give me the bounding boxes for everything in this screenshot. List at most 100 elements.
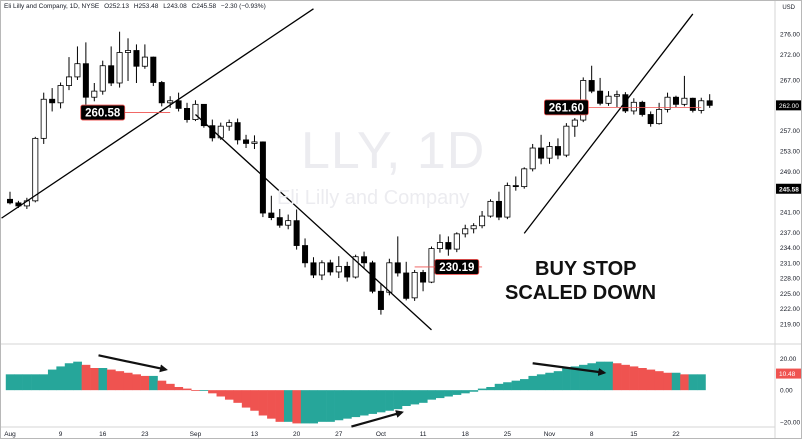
candle-body bbox=[57, 85, 64, 104]
legend-close: C245.58 bbox=[191, 3, 217, 10]
histogram-bar bbox=[536, 374, 546, 391]
price-tick-label: 234.00 bbox=[780, 245, 800, 252]
annotation-arrow bbox=[351, 410, 404, 428]
last-price-badge bbox=[776, 183, 801, 194]
histogram-bar bbox=[14, 374, 23, 391]
osc-tick-label: 20.00 bbox=[780, 356, 797, 363]
candle-body bbox=[689, 97, 696, 111]
histogram-bar bbox=[604, 361, 614, 391]
candle-body bbox=[656, 109, 663, 125]
candle-body bbox=[234, 122, 241, 141]
histogram-bar bbox=[638, 368, 647, 391]
candle-body bbox=[554, 146, 561, 156]
histogram-bar bbox=[208, 390, 217, 394]
histogram-bar bbox=[90, 368, 99, 391]
legend-header: Eli Lilly and Company, 1D, NYSE O252.13 … bbox=[4, 3, 266, 10]
histogram-bar bbox=[283, 390, 293, 422]
candle-body bbox=[276, 217, 283, 226]
time-tick-label: 15 bbox=[630, 431, 638, 438]
candle-body bbox=[302, 245, 309, 264]
price-tick-label: 231.00 bbox=[780, 260, 800, 267]
histogram-bar bbox=[520, 379, 529, 391]
candle-body bbox=[318, 262, 325, 276]
histogram-bar bbox=[494, 383, 504, 391]
histogram-bar bbox=[410, 390, 420, 405]
histogram-bar bbox=[595, 361, 605, 391]
histogram-bar bbox=[216, 390, 226, 397]
price-tick-label: 219.00 bbox=[780, 321, 800, 328]
trendline bbox=[523, 13, 694, 234]
time-tick-label: 20 bbox=[293, 431, 301, 438]
histogram-bar bbox=[461, 390, 470, 394]
histogram-bar bbox=[317, 390, 327, 422]
histogram-bar bbox=[646, 369, 656, 391]
legend-change: −2.30 (−0.93%) bbox=[220, 3, 266, 10]
histogram-bar bbox=[250, 390, 259, 411]
histogram-bar bbox=[444, 390, 453, 397]
histogram-bar bbox=[123, 372, 133, 391]
histogram-bar bbox=[688, 374, 698, 391]
candle-body bbox=[192, 103, 199, 120]
axis-price-badge-text: 262.00 bbox=[779, 103, 799, 110]
time-tick-label: 16 bbox=[99, 431, 107, 438]
candle-body bbox=[546, 146, 553, 159]
candle-body bbox=[293, 220, 300, 246]
candle-body bbox=[538, 147, 545, 159]
candle-body bbox=[639, 101, 646, 115]
histogram-bar bbox=[267, 390, 276, 419]
annotation-arrow bbox=[532, 362, 607, 376]
histogram-bar bbox=[528, 375, 538, 391]
histogram-bar bbox=[579, 364, 588, 391]
candle-body bbox=[630, 101, 637, 112]
candle-body bbox=[251, 141, 258, 144]
histogram-bar bbox=[663, 372, 673, 391]
price-tick-label: 225.00 bbox=[780, 291, 800, 298]
candle-body bbox=[259, 141, 266, 214]
histogram-bar bbox=[81, 364, 91, 391]
candle-body bbox=[597, 90, 604, 104]
histogram-bar bbox=[503, 382, 512, 391]
annotation-line-1: BUY STOP bbox=[535, 258, 637, 280]
candle-body bbox=[243, 139, 250, 144]
price-label-box bbox=[543, 99, 589, 116]
candle-body bbox=[529, 147, 536, 170]
candle-body bbox=[420, 272, 427, 283]
price-tick-label: 257.00 bbox=[780, 128, 800, 135]
histogram-bar bbox=[621, 364, 630, 391]
currency-label: USD bbox=[782, 5, 795, 11]
price-tick-label: 276.00 bbox=[780, 32, 800, 39]
candle-body bbox=[108, 65, 115, 84]
candle-body bbox=[310, 262, 317, 276]
histogram-bar bbox=[292, 390, 302, 424]
candle-body bbox=[428, 248, 435, 283]
histogram-bar bbox=[368, 390, 378, 414]
price-label-text: 230.19 bbox=[439, 262, 474, 274]
histogram-bar bbox=[486, 387, 496, 391]
trendline bbox=[1, 8, 314, 219]
candle-body bbox=[436, 242, 443, 249]
candle-body bbox=[403, 272, 410, 299]
candle-body bbox=[116, 52, 123, 84]
histogram-bar bbox=[47, 369, 57, 391]
histogram-bar bbox=[98, 368, 108, 391]
candle-body bbox=[479, 215, 486, 227]
legend-symbol: Eli Lilly and Company, 1D, NYSE bbox=[4, 3, 100, 10]
histogram-bar bbox=[435, 390, 445, 399]
histogram-bar bbox=[359, 390, 369, 416]
candle-body bbox=[49, 98, 56, 104]
axis-price-badge bbox=[776, 100, 801, 111]
candle-body bbox=[462, 228, 469, 235]
histogram-bar bbox=[401, 390, 411, 406]
histogram-bar bbox=[351, 390, 361, 418]
candle-body bbox=[394, 262, 401, 274]
histogram-bar bbox=[309, 390, 318, 424]
candle-body bbox=[133, 50, 140, 67]
time-tick-label: Sep bbox=[190, 431, 202, 438]
candle-body bbox=[504, 185, 511, 218]
histogram-bar bbox=[199, 390, 209, 391]
time-tick-label: 27 bbox=[335, 431, 343, 438]
histogram-bar bbox=[300, 390, 310, 424]
histogram-bar bbox=[612, 363, 622, 391]
candle-body bbox=[99, 65, 106, 92]
